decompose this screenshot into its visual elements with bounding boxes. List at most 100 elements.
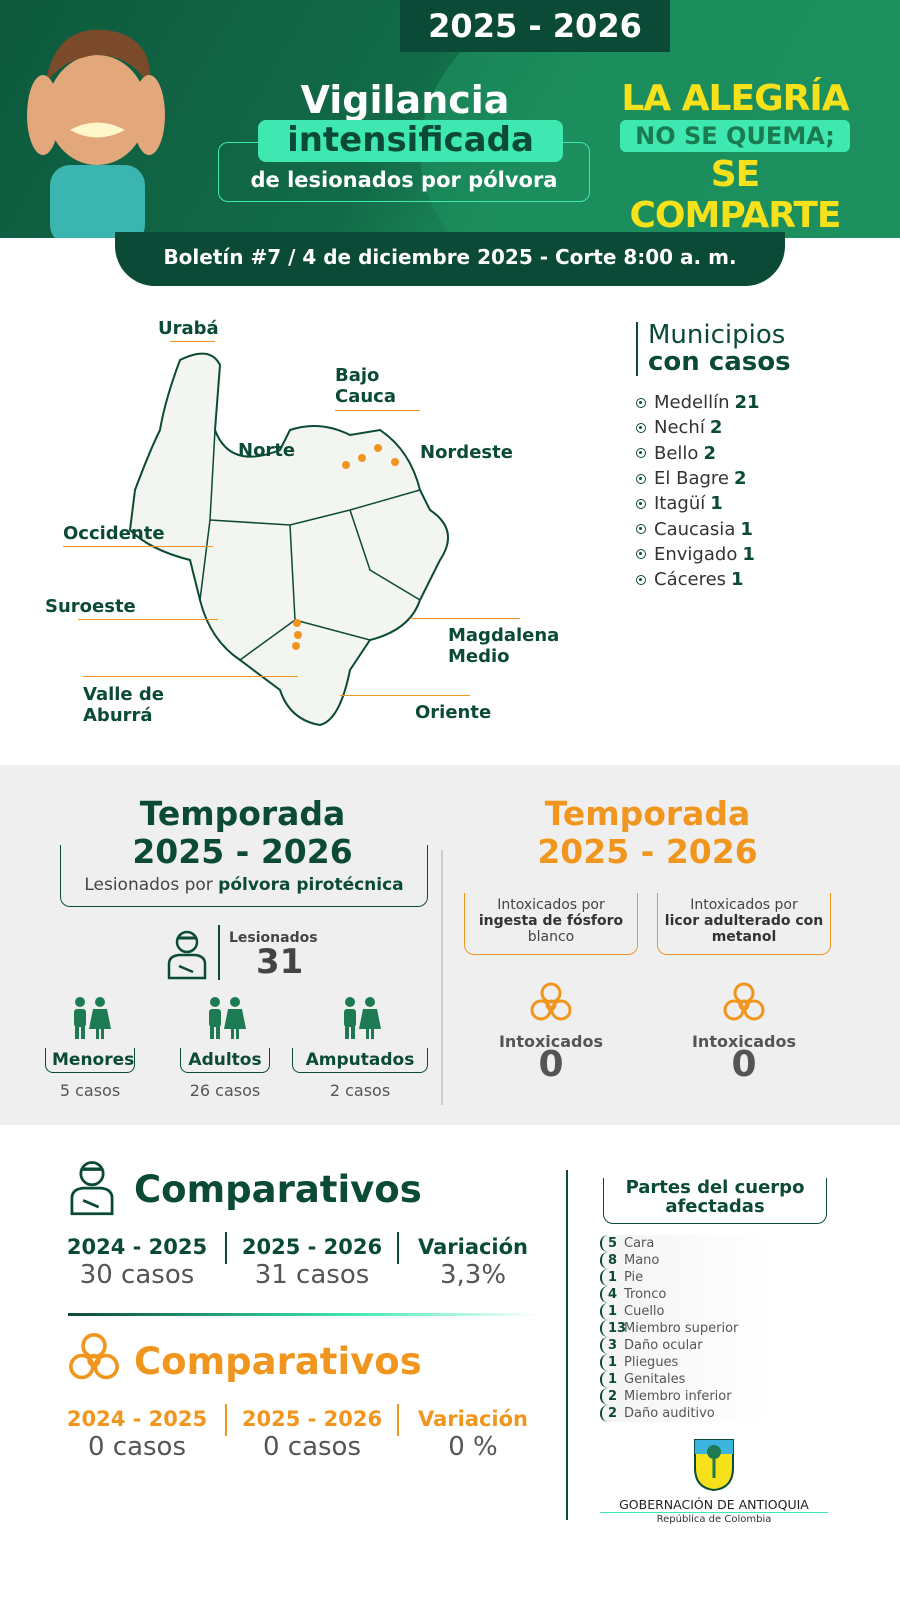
body-part-name: Daño ocular xyxy=(624,1338,703,1353)
intox-cause-label: Intoxicados por licor adulterado con meta… xyxy=(657,893,831,955)
municipio-count: 2 xyxy=(709,417,723,439)
category-label: Menores xyxy=(45,1048,135,1073)
body-part-count: 1 xyxy=(608,1355,618,1370)
municipio-count: 1 xyxy=(742,543,755,565)
divider xyxy=(566,1170,568,1520)
divider xyxy=(225,1232,227,1264)
municipio-item: Medellín 21 xyxy=(636,390,760,415)
intox-cause-label: Intoxicados por ingesta de fósforo blanco xyxy=(464,893,638,955)
intox-value: 0 xyxy=(538,1044,564,1085)
divider xyxy=(225,1404,227,1436)
intox-title-line1: Temporada xyxy=(544,794,751,833)
bullet-icon xyxy=(636,397,646,408)
comparativos-title: Comparativos xyxy=(134,1168,422,1211)
comparativo-period: 2024 - 2025 xyxy=(66,1407,208,1431)
bulletin-bar: Boletín #7 / 4 de diciembre 2025 - Corte… xyxy=(115,232,785,286)
map-label-occidente: Occidente xyxy=(63,523,165,544)
body-part-name: Pliegues xyxy=(624,1355,679,1370)
map-leader-line xyxy=(410,618,520,619)
bullet-icon xyxy=(636,574,646,585)
intox-cause-bold: licor adulterado con metanol xyxy=(664,913,824,945)
subtitle-bold: pólvora pirotécnica xyxy=(218,875,404,895)
map-leader-line xyxy=(78,619,218,620)
body-part-name: Genitales xyxy=(624,1372,686,1387)
bullet-icon xyxy=(636,448,646,459)
map-leader-line xyxy=(340,695,470,696)
intox-cause-bold: ingesta de fósforo xyxy=(478,913,624,929)
municipio-item: El Bagre 2 xyxy=(636,466,760,491)
divider xyxy=(68,1313,538,1316)
slogan-line1: LA ALEGRÍA xyxy=(621,78,849,119)
polvora-title-line1: Temporada xyxy=(139,794,346,833)
category-label: Adultos xyxy=(180,1048,270,1073)
municipio-count: 2 xyxy=(733,468,747,490)
bullet-icon xyxy=(636,549,646,560)
slogan-line2: NO SE QUEMA; xyxy=(620,120,850,152)
body-part-name: Pie xyxy=(624,1270,644,1285)
municipios-title: Municipios con casos xyxy=(636,322,791,376)
intox-label: Intoxicados xyxy=(691,1032,797,1051)
comparativo-value: 0 casos xyxy=(262,1432,362,1462)
body-part-name: Cuello xyxy=(624,1304,665,1319)
map-label-bajo-cauca: Bajo Cauca xyxy=(335,365,396,407)
municipios-list: Medellín 21 Nechí 2 Bello 2 El Bagre 2 Itagüí 1 Ca… xyxy=(636,390,760,592)
map-label-oriente: Oriente xyxy=(415,702,492,723)
comparativo-period: Variación xyxy=(417,1235,529,1259)
municipio-name: Nechí xyxy=(654,417,705,439)
intox-label: Intoxicados xyxy=(498,1032,604,1051)
body-part-count: 2 xyxy=(608,1389,618,1404)
body-part-count: 5 xyxy=(608,1236,618,1251)
municipio-item: Caucasia 1 xyxy=(636,516,760,541)
municipio-count: 1 xyxy=(740,518,753,540)
body-part-item: 3 Daño ocular xyxy=(600,1337,770,1354)
body-part-count: 3 xyxy=(608,1338,618,1353)
comparativo-period: 2025 - 2026 xyxy=(241,1235,383,1259)
category-value: 5 casos xyxy=(59,1081,121,1100)
map-leader-line xyxy=(335,410,420,411)
divider xyxy=(218,925,220,980)
body-part-count: 4 xyxy=(608,1287,618,1302)
lesionados-total: 31 xyxy=(256,942,304,982)
municipio-name: Itagüí xyxy=(654,493,706,515)
body-part-count: 2 xyxy=(608,1406,618,1421)
map-label-norte: Norte xyxy=(238,440,296,461)
divider xyxy=(397,1404,399,1436)
biohazard-icon xyxy=(528,980,574,1030)
antioquia-map xyxy=(128,352,449,727)
body-part-name: Miembro inferior xyxy=(624,1389,732,1404)
title-line1: Vigilancia xyxy=(300,78,510,122)
map-label-valle-de-aburra: Valle de Aburrá xyxy=(83,684,164,726)
comparativo-period: 2025 - 2026 xyxy=(241,1407,383,1431)
category-label: Amputados xyxy=(292,1048,428,1073)
municipio-count: 1 xyxy=(731,569,744,591)
intox-value: 0 xyxy=(731,1044,757,1085)
intox-title-line2: 2025 - 2026 xyxy=(537,832,758,871)
municipio-count: 1 xyxy=(710,493,723,515)
category-value: 26 casos xyxy=(189,1081,261,1100)
map-label-uraba: Urabá xyxy=(158,318,219,339)
body-part-item: 2 Daño auditivo xyxy=(600,1405,770,1422)
municipio-name: Medellín xyxy=(654,392,730,414)
municipio-name: El Bagre xyxy=(654,468,729,490)
body-part-name: Miembro superior xyxy=(624,1321,739,1336)
body-part-name: Cara xyxy=(624,1236,655,1251)
map-label-nordeste: Nordeste xyxy=(420,442,513,463)
body-part-count: 1 xyxy=(608,1270,618,1285)
municipios-title-line1: Municipios xyxy=(648,320,786,350)
amputee-icon xyxy=(335,995,385,1045)
antioquia-coat-of-arms-logo xyxy=(694,1439,734,1492)
body-part-item: 1 Pliegues xyxy=(600,1354,770,1371)
bullet-icon xyxy=(636,473,646,484)
polvora-subtitle: Lesionados por pólvora pirotécnica xyxy=(60,845,428,907)
municipio-item: Cáceres 1 xyxy=(636,567,760,592)
municipio-name: Caucasia xyxy=(654,518,736,540)
title-line3: de lesionados por pólvora xyxy=(250,168,558,192)
children-icon xyxy=(65,995,115,1045)
org-name: GOBERNACIÓN DE ANTIOQUIA xyxy=(600,1497,828,1513)
season-summary-section xyxy=(0,765,900,1125)
municipio-item: Itagüí 1 xyxy=(636,491,760,516)
category-value: 2 casos xyxy=(329,1081,391,1100)
municipio-item: Envigado 1 xyxy=(636,542,760,567)
child-illustration xyxy=(27,29,165,238)
map-label-magdalena-medio: Magdalena Medio xyxy=(448,625,560,667)
